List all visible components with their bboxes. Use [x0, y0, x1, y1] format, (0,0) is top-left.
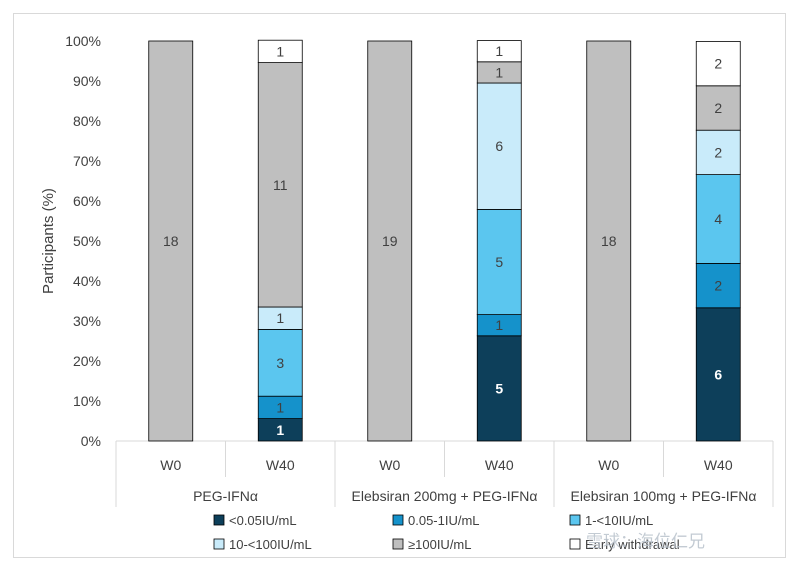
- legend-label: 10-<100IU/mL: [229, 537, 312, 552]
- data-label: 3: [276, 355, 284, 371]
- data-label: 2: [714, 100, 722, 116]
- legend-label: <0.05IU/mL: [229, 513, 297, 528]
- data-label: 2: [714, 56, 722, 72]
- group-label: Elebsiran 100mg + PEG-IFNα: [571, 488, 757, 504]
- x-tick-label: W0: [379, 457, 400, 473]
- chart-frame: [13, 13, 786, 558]
- bar-segment: [695, 174, 741, 264]
- group-label: Elebsiran 200mg + PEG-IFNα: [352, 488, 538, 504]
- y-tick-label: 40%: [73, 273, 101, 289]
- x-tick-label: W0: [160, 457, 181, 473]
- data-label: 18: [163, 233, 179, 249]
- bar-segment: [695, 307, 741, 442]
- data-label: 6: [714, 366, 722, 382]
- data-label: 2: [714, 144, 722, 160]
- x-tick-label: W40: [704, 457, 733, 473]
- data-label: 1: [495, 64, 503, 80]
- group-label: PEG-IFNα: [193, 488, 258, 504]
- y-axis-title: Participants (%): [40, 188, 57, 294]
- data-label: 1: [495, 43, 503, 59]
- x-tick-label: W40: [266, 457, 295, 473]
- x-tick-label: W0: [598, 457, 619, 473]
- watermark: 雪球：海位仁兄: [586, 532, 705, 551]
- y-tick-label: 90%: [73, 73, 101, 89]
- data-label: 2: [714, 278, 722, 294]
- legend-swatch: [392, 514, 404, 526]
- y-tick-label: 50%: [73, 233, 101, 249]
- y-tick-label: 70%: [73, 153, 101, 169]
- legend-swatch: [213, 514, 225, 526]
- data-label: 1: [276, 310, 284, 326]
- data-label: 19: [382, 233, 398, 249]
- y-tick-label: 10%: [73, 393, 101, 409]
- y-tick-label: 30%: [73, 313, 101, 329]
- y-tick-label: 60%: [73, 193, 101, 209]
- data-label: 6: [495, 138, 503, 154]
- bar-segment: [476, 208, 522, 315]
- bar-segment: [695, 129, 741, 175]
- bar-segment: [476, 82, 522, 210]
- y-tick-label: 20%: [73, 353, 101, 369]
- legend-label: Early withdrawal: [585, 537, 680, 552]
- y-tick-label: 100%: [65, 33, 101, 49]
- data-label: 4: [714, 211, 722, 227]
- data-label: 18: [601, 233, 617, 249]
- x-tick-label: W40: [485, 457, 514, 473]
- legend-swatch: [569, 514, 581, 526]
- bar-segment: [695, 85, 741, 131]
- legend-label: 0.05-1IU/mL: [408, 513, 480, 528]
- data-label: 11: [273, 177, 288, 193]
- y-tick-label: 80%: [73, 113, 101, 129]
- bar-segment: [367, 40, 413, 442]
- data-label: 1: [276, 399, 284, 415]
- bar-segment: [148, 40, 194, 442]
- bar-segment: [257, 62, 303, 308]
- legend-label: 1-<10IU/mL: [585, 513, 653, 528]
- bar-segment: [695, 262, 741, 309]
- legend-swatch: [569, 538, 581, 550]
- legend-swatch: [392, 538, 404, 550]
- data-label: 1: [276, 43, 284, 59]
- bar-segment: [257, 39, 303, 64]
- data-label: 5: [495, 254, 503, 270]
- bar-segment: [695, 41, 741, 87]
- bar-segment: [476, 40, 522, 63]
- bar-segment: [476, 335, 522, 442]
- bar-segment: [586, 40, 632, 442]
- data-label: 1: [276, 422, 284, 438]
- legend-swatch: [213, 538, 225, 550]
- data-label: 1: [495, 317, 503, 333]
- y-tick-label: 0%: [81, 433, 101, 449]
- bar-segment: [257, 328, 303, 397]
- legend-label: ≥100IU/mL: [408, 537, 472, 552]
- data-label: 5: [495, 380, 503, 396]
